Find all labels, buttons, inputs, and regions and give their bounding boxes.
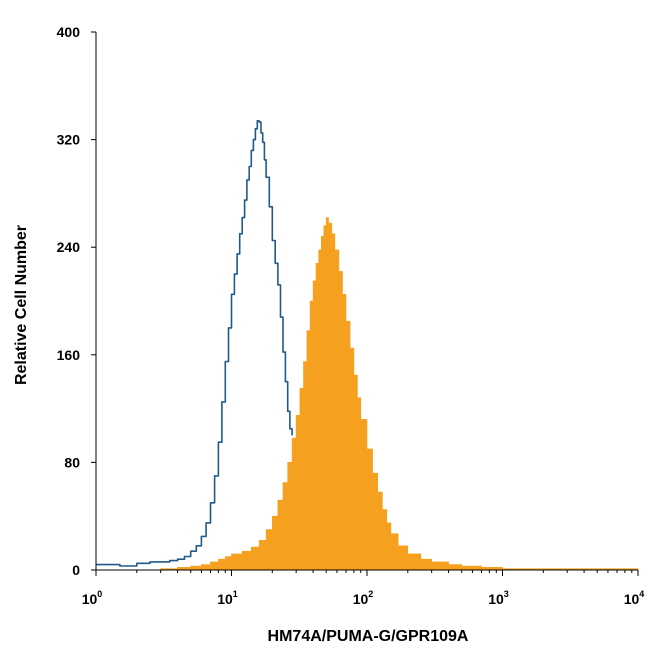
y-tick-label: 0	[72, 562, 80, 578]
y-tick-label: 160	[57, 347, 81, 363]
x-axis-ticks: 100 101 102 103 104	[82, 570, 645, 607]
x-tick-label: 101	[217, 589, 238, 607]
y-axis-title: Relative Cell Number	[13, 225, 30, 385]
y-axis-ticks: 0 80 160 240 320 400	[57, 24, 96, 578]
x-tick-label: 103	[488, 589, 509, 607]
x-tick-label: 100	[82, 589, 103, 607]
filled-histogram-series	[96, 217, 639, 571]
y-tick-label: 80	[64, 454, 80, 470]
plot-area	[96, 120, 639, 571]
y-tick-label: 240	[57, 239, 81, 255]
x-axis-title: HM74A/PUMA-G/GPR109A	[268, 628, 469, 645]
outline-histogram-series	[96, 120, 293, 567]
y-tick-label: 400	[57, 24, 81, 40]
y-tick-label: 320	[57, 132, 81, 148]
x-tick-label: 102	[353, 589, 374, 607]
x-tick-label: 104	[624, 589, 645, 607]
